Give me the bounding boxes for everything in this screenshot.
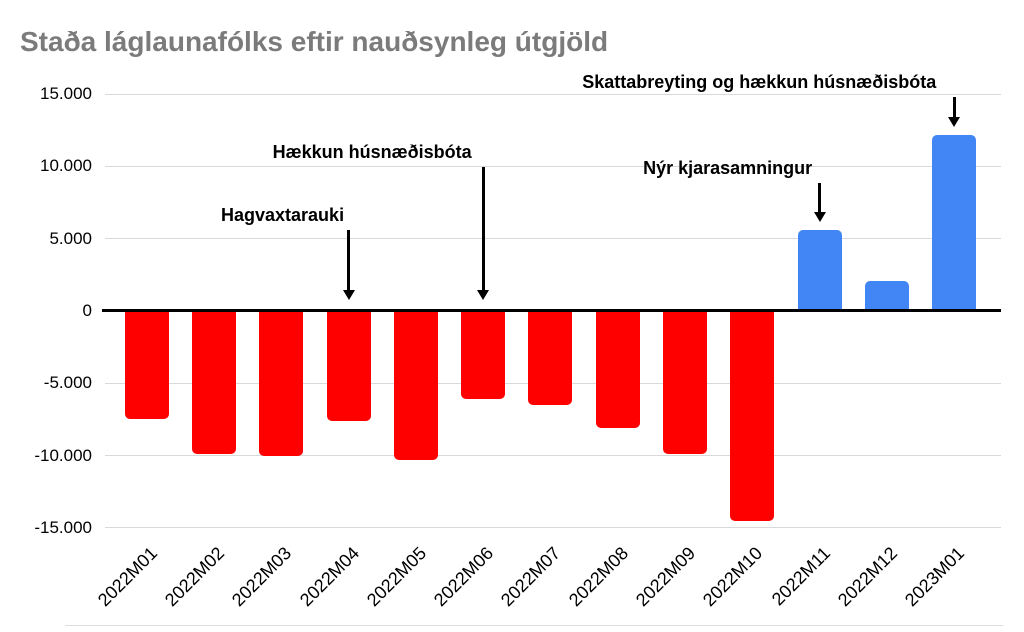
annotation-arrow-head (813, 211, 826, 222)
annotation-arrow-head (477, 290, 490, 300)
y-axis-tick-label: 0 (82, 300, 92, 320)
annotation-arrow-line (347, 230, 351, 290)
bar-2023M01 (932, 134, 977, 311)
annotation-arrow-line (952, 97, 956, 117)
gridline (105, 165, 1001, 167)
chart-bottom-border (65, 625, 1003, 626)
gridline (105, 527, 1001, 529)
annotation-arrow-line (481, 167, 485, 290)
annotation-label: Hækkun húsnæðisbóta (272, 142, 472, 162)
annotation-arrow-head (342, 290, 355, 300)
y-axis-tick-label: 5.000 (49, 228, 92, 248)
bar-2022M04 (326, 311, 371, 421)
annotation-label: Hagvaxtarauki (221, 205, 345, 225)
bar-2022M06 (461, 311, 506, 400)
bar-2022M01 (124, 311, 169, 420)
annotation-label: Skattabreyting og hækkun húsnæðisbóta (582, 72, 937, 92)
annotation-arrow-head (948, 116, 961, 127)
gridline (105, 238, 1001, 240)
gridline (105, 455, 1001, 457)
bar-2022M12 (864, 280, 909, 311)
bar-2022M09 (663, 311, 708, 455)
gridline (105, 93, 1001, 95)
y-axis-tick-label: -5.000 (43, 373, 92, 393)
y-axis-tick-label: -10.000 (34, 445, 92, 465)
y-axis-tick-label: 10.000 (40, 156, 92, 176)
bar-2022M08 (595, 311, 640, 429)
bar-2022M03 (259, 311, 304, 456)
bar-2022M11 (797, 229, 842, 311)
annotation-label: Nýr kjarasamningur (643, 158, 813, 178)
zero-axis-line (102, 309, 1001, 312)
bar-2022M02 (191, 311, 236, 455)
y-axis-tick-label: 15.000 (40, 84, 92, 103)
annotation-arrow-line (818, 183, 822, 212)
y-axis-tick-label: -15.000 (34, 517, 92, 537)
bar-2022M10 (730, 311, 775, 521)
bar-2022M07 (528, 311, 573, 406)
bar-2022M05 (393, 311, 438, 460)
chart-title: Staða láglaunafólks eftir nauðsynleg útg… (20, 26, 609, 57)
